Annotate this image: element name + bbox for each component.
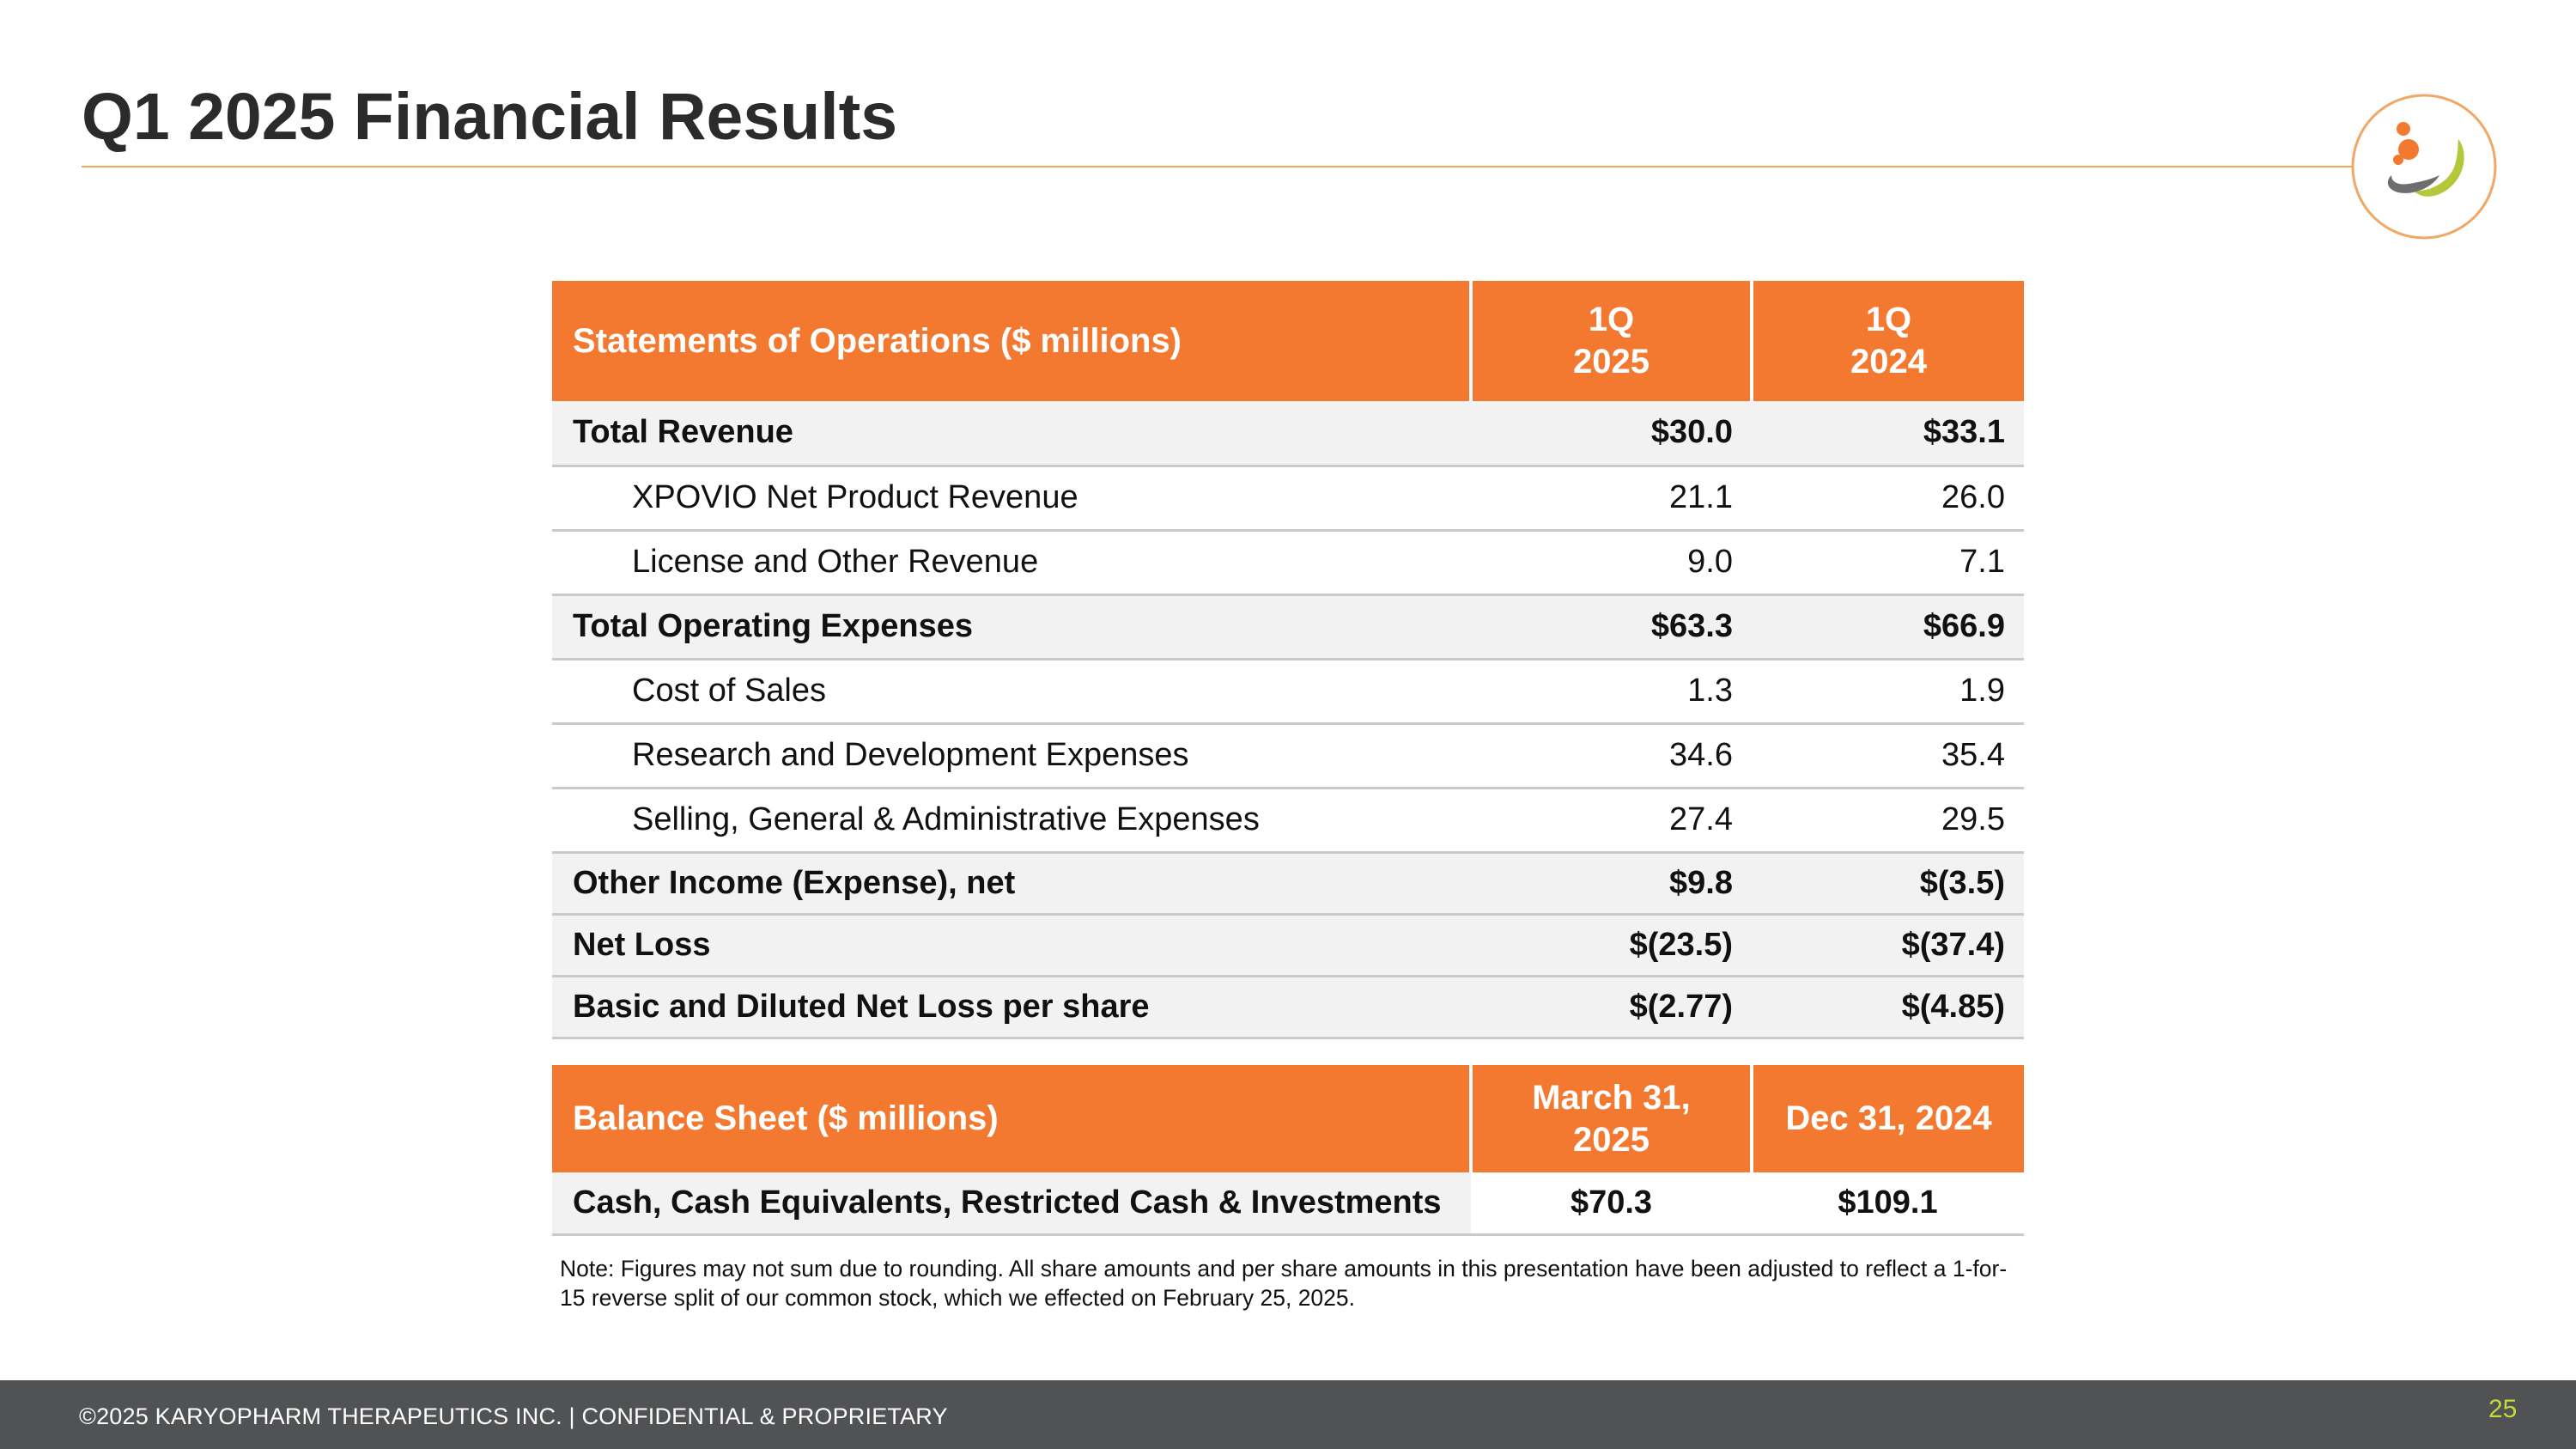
row-value-1q-2025: $(23.5) [1471, 914, 1752, 977]
table-row: Cost of Sales 1.3 1.9 [552, 659, 2024, 725]
table-row: Cash, Cash Equivalents, Restricted Cash … [552, 1172, 2024, 1236]
balance-sheet-table: Balance Sheet ($ millions) March 31, 202… [552, 1065, 2024, 1236]
row-value-1q-2024: 29.5 [1752, 788, 2024, 854]
row-label: Total Operating Expenses [552, 594, 1471, 661]
table-row: Total Revenue $30.0 $33.1 [552, 401, 2024, 467]
row-label: Other Income (Expense), net [552, 852, 1471, 916]
table-row: License and Other Revenue 9.0 7.1 [552, 530, 2024, 596]
row-value-1q-2024: 35.4 [1752, 723, 2024, 789]
footnote: Note: Figures may not sum due to roundin… [560, 1256, 2008, 1311]
row-value-1q-2025: $63.3 [1471, 594, 1752, 661]
table-row: Net Loss $(23.5) $(37.4) [552, 914, 2024, 977]
row-label: Cost of Sales [552, 659, 1471, 725]
row-value-1q-2025: 9.0 [1471, 530, 1752, 596]
header-line: 2025 [1573, 343, 1649, 381]
header-line: 2025 [1573, 1120, 1649, 1159]
row-value-dec-2024: $109.1 [1752, 1172, 2024, 1236]
table-header-row: Balance Sheet ($ millions) March 31, 202… [552, 1065, 2024, 1172]
copyright-text: ©2025 KARYOPHARM THERAPEUTICS INC. | CON… [79, 1403, 948, 1429]
row-value-1q-2025: 1.3 [1471, 659, 1752, 725]
header-line: March 31, [1532, 1078, 1691, 1117]
row-label: License and Other Revenue [552, 530, 1471, 596]
row-label: Net Loss [552, 914, 1471, 977]
row-value-1q-2025: 27.4 [1471, 788, 1752, 854]
row-label: Research and Development Expenses [552, 723, 1471, 789]
row-value-1q-2025: 34.6 [1471, 723, 1752, 789]
operations-header-label: Statements of Operations ($ millions) [552, 281, 1473, 401]
row-value-1q-2024: 26.0 [1752, 466, 2024, 532]
balance-header-label: Balance Sheet ($ millions) [552, 1065, 1473, 1172]
table-row: XPOVIO Net Product Revenue 21.1 26.0 [552, 466, 2024, 532]
row-label: Basic and Diluted Net Loss per share [552, 976, 1471, 1039]
header-march-31-2025: March 31, 2025 [1471, 1065, 1753, 1172]
page-number: 25 [2488, 1395, 2518, 1423]
header-1q-2024: 1Q 2024 [1752, 281, 2024, 401]
header-line: 1Q [1865, 301, 1912, 339]
header-line: 1Q [1588, 301, 1635, 339]
row-value-1q-2025: 21.1 [1471, 466, 1752, 532]
row-value-1q-2025: $9.8 [1471, 852, 1752, 916]
row-label: Total Revenue [552, 401, 1471, 467]
row-value-1q-2024: 1.9 [1752, 659, 2024, 725]
row-label: Selling, General & Administrative Expens… [552, 788, 1471, 854]
title-divider [82, 166, 2357, 167]
row-value-1q-2024: $(37.4) [1752, 914, 2024, 977]
table-row: Selling, General & Administrative Expens… [552, 788, 2024, 854]
footer-bar: ©2025 KARYOPHARM THERAPEUTICS INC. | CON… [0, 1380, 2576, 1449]
row-value-1q-2025: $30.0 [1471, 401, 1752, 467]
row-value-1q-2024: 7.1 [1752, 530, 2024, 596]
table-row: Total Operating Expenses $63.3 $66.9 [552, 594, 2024, 661]
karyopharm-logo-icon [2351, 94, 2497, 240]
row-value-1q-2024: $(3.5) [1752, 852, 2024, 916]
table-row: Other Income (Expense), net $9.8 $(3.5) [552, 852, 2024, 916]
row-label: XPOVIO Net Product Revenue [552, 466, 1471, 532]
row-value-1q-2024: $33.1 [1752, 401, 2024, 467]
table-header-row: Statements of Operations ($ millions) 1Q… [552, 281, 2024, 401]
table-row: Basic and Diluted Net Loss per share $(2… [552, 976, 2024, 1039]
header-dec-31-2024: Dec 31, 2024 [1752, 1065, 2024, 1172]
row-value-mar-2025: $70.3 [1471, 1172, 1752, 1236]
table-row: Research and Development Expenses 34.6 3… [552, 723, 2024, 789]
header-1q-2025: 1Q 2025 [1471, 281, 1753, 401]
row-value-1q-2024: $66.9 [1752, 594, 2024, 661]
slide-title: Q1 2025 Financial Results [82, 80, 898, 154]
row-label: Cash, Cash Equivalents, Restricted Cash … [552, 1172, 1471, 1236]
header-line: 2024 [1850, 343, 1927, 381]
row-value-1q-2024: $(4.85) [1752, 976, 2024, 1039]
statements-of-operations-table: Statements of Operations ($ millions) 1Q… [552, 281, 2024, 1039]
row-value-1q-2025: $(2.77) [1471, 976, 1752, 1039]
